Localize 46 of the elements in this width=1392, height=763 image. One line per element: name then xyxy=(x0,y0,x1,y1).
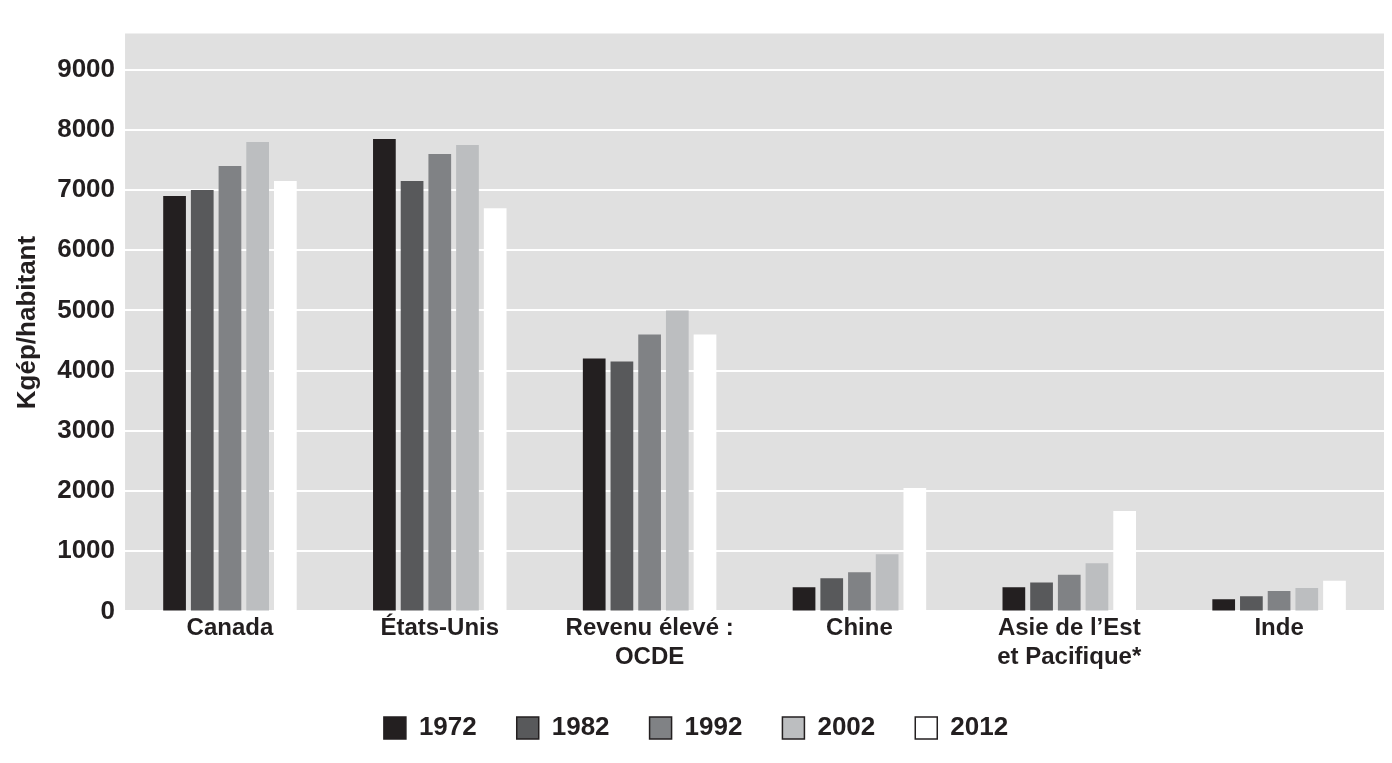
y-tick-label: 6000 xyxy=(57,233,116,264)
bar xyxy=(582,358,606,611)
bar xyxy=(163,196,186,611)
legend-label: 2012 xyxy=(950,711,1009,742)
x-tick-label: Canada xyxy=(186,613,274,641)
legend-label: 1972 xyxy=(418,711,477,742)
x-tick-label: Chine xyxy=(826,613,893,641)
bar xyxy=(190,190,214,611)
bar xyxy=(848,572,871,611)
legend-label: 2002 xyxy=(817,711,876,742)
y-tick-label: 5000 xyxy=(57,293,116,324)
bar xyxy=(792,587,816,611)
bar xyxy=(1030,582,1053,611)
x-tick-label: Inde xyxy=(1254,613,1304,641)
bar xyxy=(875,554,899,611)
bar xyxy=(456,144,479,611)
y-tick-label: 0 xyxy=(100,594,116,625)
y-axis-title: Kgép/habitant xyxy=(10,235,41,410)
y-tick-label: 7000 xyxy=(57,173,116,204)
bar xyxy=(428,153,452,611)
legend-label: 1992 xyxy=(684,711,743,742)
bar xyxy=(1085,563,1109,611)
y-tick-label: 4000 xyxy=(57,353,116,384)
bar xyxy=(1212,599,1236,611)
bar xyxy=(246,141,270,611)
bar xyxy=(1267,590,1291,611)
x-tick-label: Revenu élevé : OCDE xyxy=(565,613,734,670)
y-tick-label: 2000 xyxy=(57,474,116,505)
bar xyxy=(218,166,242,611)
bar xyxy=(1295,587,1319,611)
y-tick-label: 1000 xyxy=(57,534,116,565)
bar xyxy=(610,361,634,611)
y-tick-label: 9000 xyxy=(57,52,116,83)
bar xyxy=(373,138,396,611)
bar xyxy=(400,181,424,611)
bar xyxy=(1002,587,1026,611)
legend-label: 1982 xyxy=(551,711,610,742)
bar xyxy=(638,334,661,611)
y-tick-label: 8000 xyxy=(57,113,116,144)
x-tick-label: États-Unis xyxy=(380,613,500,641)
bar xyxy=(665,310,689,611)
bar xyxy=(1240,596,1263,611)
bar xyxy=(820,578,844,611)
y-tick-label: 3000 xyxy=(57,414,116,445)
bar xyxy=(1057,574,1081,611)
x-tick-label: Asie de l’Est et Pacifique* xyxy=(997,613,1142,670)
